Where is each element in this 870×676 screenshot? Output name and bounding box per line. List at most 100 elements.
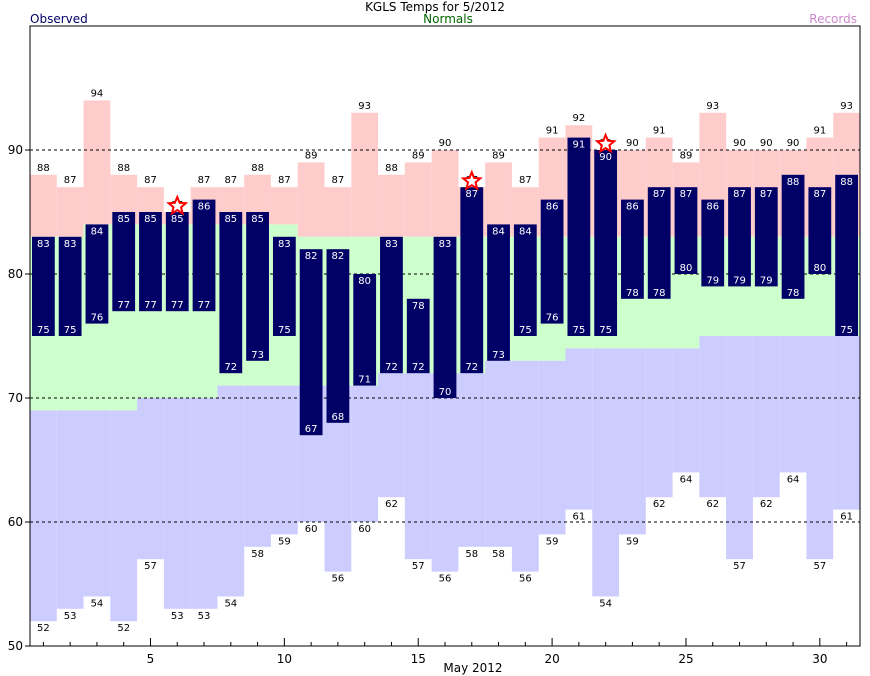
normal-range-band: [699, 286, 727, 336]
record-high-label: 88: [117, 163, 130, 174]
record-low-label: 62: [385, 499, 398, 510]
record-high-band: [431, 150, 459, 237]
observed-high-label: 83: [439, 239, 452, 250]
record-low-label: 57: [813, 561, 826, 572]
observed-bar: [728, 187, 751, 287]
record-star-icon: [166, 194, 189, 216]
record-low-band: [163, 398, 191, 609]
record-high-label: 94: [91, 88, 104, 99]
observed-low-label: 77: [171, 300, 184, 311]
observed-bar: [674, 187, 698, 274]
record-low-label: 54: [599, 598, 612, 609]
record-high-label: 87: [224, 175, 237, 186]
observed-low-label: 72: [465, 362, 478, 373]
record-low-label: 59: [278, 536, 291, 547]
record-high-label: 88: [251, 163, 264, 174]
observed-high-label: 86: [198, 202, 211, 213]
observed-low-label: 78: [653, 288, 666, 299]
record-high-label: 90: [787, 138, 800, 149]
observed-high-label: 90: [599, 152, 612, 163]
observed-high-label: 78: [412, 301, 425, 312]
observed-bar: [621, 199, 644, 299]
record-low-band: [378, 373, 405, 498]
record-low-band: [110, 410, 138, 622]
record-low-label: 59: [546, 536, 559, 547]
observed-low-label: 77: [144, 300, 157, 311]
normal-band: [351, 236, 379, 250]
record-low-label: 53: [64, 611, 77, 622]
observed-bar: [754, 187, 778, 287]
record-low-label: 54: [91, 598, 104, 609]
record-low-band: [592, 348, 620, 597]
observed-high-label: 80: [358, 276, 371, 287]
record-low-band: [485, 360, 512, 547]
normal-range-band: [779, 298, 807, 336]
normal-range-band: [619, 298, 646, 349]
record-high-label: 89: [492, 150, 505, 161]
record-star-icon: [594, 132, 617, 154]
record-low-label: 57: [412, 561, 425, 572]
record-low-label: 58: [492, 549, 505, 560]
normal-range-band: [270, 336, 298, 386]
record-high-label: 89: [680, 150, 693, 161]
observed-bar: [540, 199, 564, 324]
record-high-label: 89: [305, 150, 318, 161]
record-low-label: 57: [733, 561, 746, 572]
observed-high-label: 87: [680, 189, 693, 200]
record-low-label: 53: [198, 611, 211, 622]
observed-low-label: 75: [64, 325, 77, 336]
normal-range-band: [592, 336, 620, 349]
record-star-layer: [166, 132, 617, 216]
record-low-band: [645, 348, 673, 498]
observed-high-label: 88: [787, 177, 800, 188]
record-low-band: [56, 410, 84, 609]
observed-low-label: 75: [599, 325, 612, 336]
record-low-label: 53: [171, 611, 184, 622]
observed-bar: [58, 236, 82, 336]
observed-high-label: 85: [144, 214, 157, 225]
observed-low-label: 72: [412, 362, 425, 373]
record-low-band: [83, 410, 111, 597]
record-low-label: 60: [305, 524, 318, 535]
record-high-label: 88: [385, 163, 398, 174]
record-low-band: [779, 336, 807, 473]
x-tick-label: 10: [277, 652, 292, 666]
normal-range-band: [190, 311, 218, 398]
record-low-band: [699, 336, 727, 498]
observed-high-label: 86: [626, 202, 639, 213]
observed-high-label: 83: [64, 239, 77, 250]
record-low-label: 54: [224, 598, 237, 609]
record-high-label: 90: [626, 138, 639, 149]
record-high-band: [83, 100, 111, 225]
observed-bar: [487, 224, 510, 361]
record-low-label: 62: [706, 499, 719, 510]
record-low-label: 62: [653, 499, 666, 510]
observed-low-label: 80: [813, 263, 826, 274]
observed-low-label: 76: [546, 313, 559, 324]
record-low-band: [538, 360, 566, 535]
record-low-band: [217, 385, 245, 597]
record-low-band: [511, 360, 539, 572]
observed-label: Observed: [30, 12, 88, 26]
record-high-label: 88: [37, 163, 50, 174]
observed-low-label: 75: [519, 325, 532, 336]
record-high-band: [30, 174, 57, 237]
observed-high-label: 84: [492, 226, 505, 237]
record-high-label: 91: [653, 126, 666, 137]
normal-range-band: [565, 336, 593, 349]
record-high-label: 93: [840, 101, 853, 112]
record-star-icon: [460, 169, 483, 191]
observed-bar-layer: [32, 137, 858, 436]
record-low-label: 60: [358, 524, 371, 535]
observed-low-label: 79: [706, 275, 719, 286]
record-low-label: 64: [680, 474, 693, 485]
record-low-label: 56: [332, 574, 345, 585]
observed-high-label: 84: [91, 226, 104, 237]
record-high-band: [56, 187, 84, 237]
record-high-band: [378, 174, 405, 237]
observed-high-label: 86: [706, 202, 719, 213]
record-low-label: 59: [626, 536, 639, 547]
y-tick-label: 60: [8, 515, 23, 529]
record-low-band: [190, 398, 218, 609]
record-low-label: 56: [519, 574, 532, 585]
